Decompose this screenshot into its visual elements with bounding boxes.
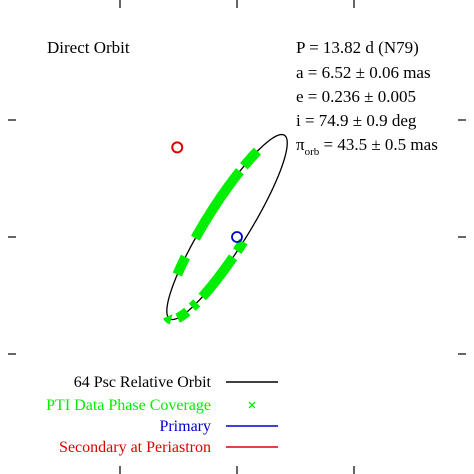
param-inclination: i = 74.9 ± 0.9 deg <box>296 111 417 130</box>
param-eccentricity: e = 0.236 ± 0.005 <box>296 87 416 106</box>
orbit-layer <box>163 133 288 325</box>
phase-coverage-segment <box>198 254 238 301</box>
periastron-marker <box>171 141 184 154</box>
phase-coverage-segment <box>175 307 191 323</box>
legend-label: Secondary at Periastron <box>59 439 211 456</box>
param-period: P = 13.82 d (N79) <box>296 38 419 57</box>
legend-label: PTI Data Phase Coverage <box>46 397 211 414</box>
phase-coverage-segment <box>172 254 190 277</box>
parameter-block: P = 13.82 d (N79) a = 6.52 ± 0.06 mas e = … <box>296 38 438 158</box>
param-semimajor: a = 6.52 ± 0.06 mas <box>296 63 431 82</box>
primary-marker <box>231 231 243 243</box>
text-layer: Direct Orbit <box>47 38 130 57</box>
phase-coverage-segment <box>240 147 261 170</box>
legend-label: Primary <box>159 418 211 435</box>
panel-title: Direct Orbit <box>47 38 130 57</box>
legend: 64 Psc Relative Orbit PTI Data Phase Cove… <box>46 374 278 456</box>
phase-coverage-segment <box>188 299 201 311</box>
legend-marker <box>248 401 256 409</box>
axis-ticks <box>8 0 466 474</box>
phase-coverage-segment <box>191 168 244 241</box>
param-parallax: πorb = 43.5 ± 0.5 mas <box>296 135 438 158</box>
phase-coverage-segment <box>163 314 173 325</box>
orbit-curve <box>166 133 288 321</box>
legend-label: 64 Psc Relative Orbit <box>74 374 212 391</box>
phase-coverage-segment <box>233 238 248 254</box>
